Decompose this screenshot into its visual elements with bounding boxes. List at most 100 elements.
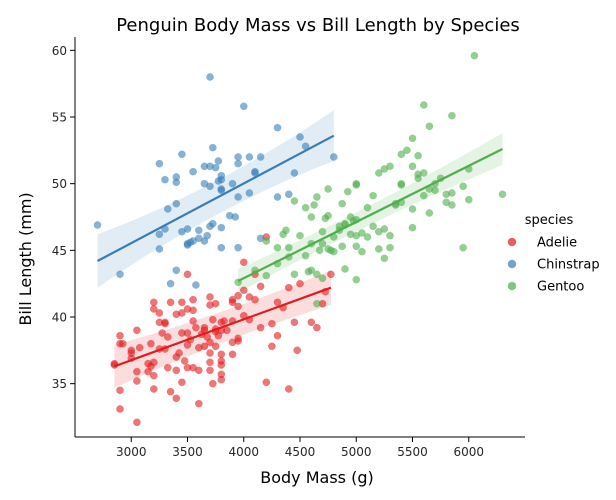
y-tick-label: 50 (52, 177, 67, 191)
gentoo-point (386, 243, 394, 252)
gentoo-point (369, 222, 377, 231)
chinstrap-point (203, 231, 212, 240)
chinstrap-point (234, 153, 242, 161)
gentoo-point (313, 270, 321, 279)
gentoo-point (310, 201, 318, 209)
gentoo-point (408, 223, 417, 232)
adelie-point (178, 378, 186, 387)
data-points (93, 51, 507, 427)
chinstrap-point (161, 175, 169, 184)
chinstrap-regression-line (96, 134, 335, 262)
regression-lines (96, 134, 503, 368)
chinstrap-legend-label: Chinstrap (537, 258, 600, 273)
adelie-point (189, 295, 197, 304)
chinstrap-point (208, 143, 217, 152)
chinstrap-point (228, 179, 237, 188)
adelie-point (273, 331, 282, 340)
gentoo-point (343, 187, 352, 196)
chinstrap-point (211, 163, 220, 172)
adelie-point (175, 349, 183, 357)
gentoo-point (448, 201, 456, 209)
chinstrap-point (273, 123, 282, 132)
adelie-point (268, 319, 276, 328)
gentoo-point (498, 190, 507, 199)
adelie-point (194, 366, 203, 375)
gentoo-point (296, 231, 304, 240)
adelie-point (228, 295, 237, 304)
chinstrap-point (234, 159, 242, 168)
gentoo-point (290, 270, 299, 279)
gentoo-point (315, 246, 324, 255)
chinstrap-point (284, 190, 293, 199)
adelie-point (234, 334, 242, 343)
chinstrap-point (329, 153, 338, 161)
y-tick-label: 45 (52, 244, 67, 258)
x-tick-label: 5000 (341, 445, 372, 459)
adelie-point (178, 309, 186, 317)
adelie-point (149, 371, 158, 380)
adelie-point (189, 317, 197, 325)
x-tick-label: 3500 (172, 445, 203, 459)
chinstrap-point (245, 189, 254, 197)
gentoo-point (318, 274, 327, 283)
adelie-point (161, 318, 169, 327)
gentoo-point (273, 243, 282, 252)
x-tick-label: 4500 (285, 445, 316, 459)
x-tick-label: 4000 (228, 445, 259, 459)
adelie-point (194, 399, 203, 408)
adelie-point (147, 339, 155, 348)
gentoo-point (448, 189, 456, 197)
adelie-point (163, 363, 172, 372)
x-tick-label: 6000 (453, 445, 484, 459)
gentoo-point (338, 199, 347, 208)
gentoo-point (464, 195, 473, 204)
gentoo-point (313, 299, 321, 308)
gentoo-point (352, 242, 361, 251)
gentoo-point (459, 243, 467, 252)
adelie-point (206, 338, 214, 347)
x-tick-label: 5500 (397, 445, 428, 459)
gentoo-point (307, 213, 316, 221)
adelie-point (239, 258, 248, 267)
adelie-point (296, 279, 304, 288)
adelie-point (211, 299, 220, 308)
adelie-point (211, 342, 220, 351)
adelie-point (273, 298, 282, 307)
x-tick-label: 3000 (116, 445, 147, 459)
gentoo-point (408, 205, 417, 213)
chinstrap-point (217, 171, 226, 180)
gentoo-point (374, 245, 383, 253)
gentoo-point (448, 111, 456, 120)
gentoo-point (307, 266, 316, 275)
gentoo-point (324, 211, 332, 220)
y-tick-label: 40 (52, 311, 67, 325)
chinstrap-point (214, 157, 223, 165)
adelie-point (251, 295, 259, 304)
chinstrap-point (217, 223, 226, 232)
chart-title: Penguin Body Mass vs Bill Length by Spec… (116, 15, 520, 36)
adelie-point (172, 394, 181, 403)
gentoo-point (282, 226, 290, 235)
adelie-point (208, 379, 217, 388)
adelie-point (223, 326, 231, 335)
adelie-point (220, 317, 228, 325)
chinstrap-point (172, 173, 181, 181)
gentoo-point (284, 243, 293, 252)
chinstrap-point (290, 169, 299, 177)
adelie-point (200, 323, 209, 332)
gentoo-point (380, 225, 389, 233)
chinstrap-point (217, 186, 226, 195)
chinstrap-point (93, 221, 102, 229)
gentoo-point (397, 181, 406, 189)
chinstrap-point (273, 193, 282, 201)
adelie-point (217, 357, 226, 365)
gentoo-point (470, 51, 479, 60)
chinstrap-point (234, 243, 242, 252)
chinstrap-point (163, 205, 172, 213)
chinstrap-point (296, 133, 304, 141)
adelie-point (155, 309, 164, 317)
adelie-point (116, 386, 124, 395)
gentoo-point (380, 254, 389, 263)
gentoo-legend-label: Gentoo (537, 280, 584, 295)
adelie-point (228, 350, 237, 359)
